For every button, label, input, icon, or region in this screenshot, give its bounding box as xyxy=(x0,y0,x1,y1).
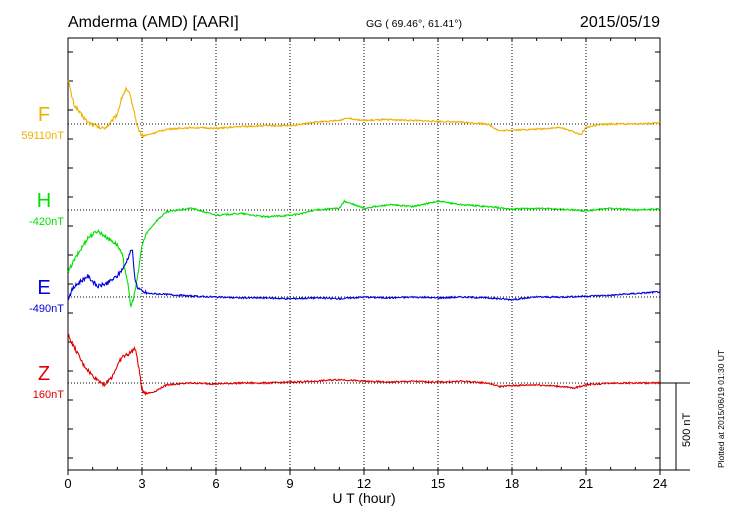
series-layer xyxy=(67,80,661,396)
series-labels: F 59110nT H -420nT E -490nT Z 160nT xyxy=(21,104,64,401)
series-name-H: H xyxy=(37,190,51,212)
scale-bar-label: 500 nT xyxy=(681,412,693,447)
station-coords: GG ( 69.46°, 61.41°) xyxy=(366,18,462,30)
series-baseline-label-Z: 160nT xyxy=(33,389,64,401)
series-baseline-label-F: 59110nT xyxy=(21,130,64,142)
x-tick-label-21: 21 xyxy=(579,476,593,491)
plotted-at-note: Plotted at 2015/06/19 01:30 UT xyxy=(716,350,726,468)
chart-date: 2015/05/19 xyxy=(580,14,660,31)
scale-bar: 500 nT xyxy=(660,382,693,471)
vertical-grid xyxy=(141,38,587,470)
x-tick-label-24: 24 xyxy=(653,476,667,491)
series-line-E xyxy=(67,249,661,302)
x-tick-label-12: 12 xyxy=(357,476,371,491)
series-name-F: F xyxy=(38,104,50,126)
series-line-H xyxy=(67,199,661,308)
series-baseline-label-E: -490nT xyxy=(29,303,64,315)
station-title: Amderma (AMD) [AARI] xyxy=(68,14,239,31)
x-tick-label-15: 15 xyxy=(431,476,445,491)
x-tick-labels: 0 3 6 9 12 15 18 21 24 xyxy=(64,476,667,491)
x-tick-label-3: 3 xyxy=(138,476,145,491)
x-tick-label-6: 6 xyxy=(212,476,219,491)
series-name-E: E xyxy=(37,277,50,299)
axis-ticks xyxy=(67,38,661,475)
x-tick-label-18: 18 xyxy=(505,476,519,491)
series-baseline-label-H: -420nT xyxy=(29,216,64,228)
x-axis-label: U T (hour) xyxy=(332,490,395,506)
series-line-Z xyxy=(67,333,660,396)
series-line-F xyxy=(67,80,661,138)
x-tick-label-9: 9 xyxy=(286,476,293,491)
x-tick-label-0: 0 xyxy=(64,476,71,491)
series-name-Z: Z xyxy=(38,363,50,385)
